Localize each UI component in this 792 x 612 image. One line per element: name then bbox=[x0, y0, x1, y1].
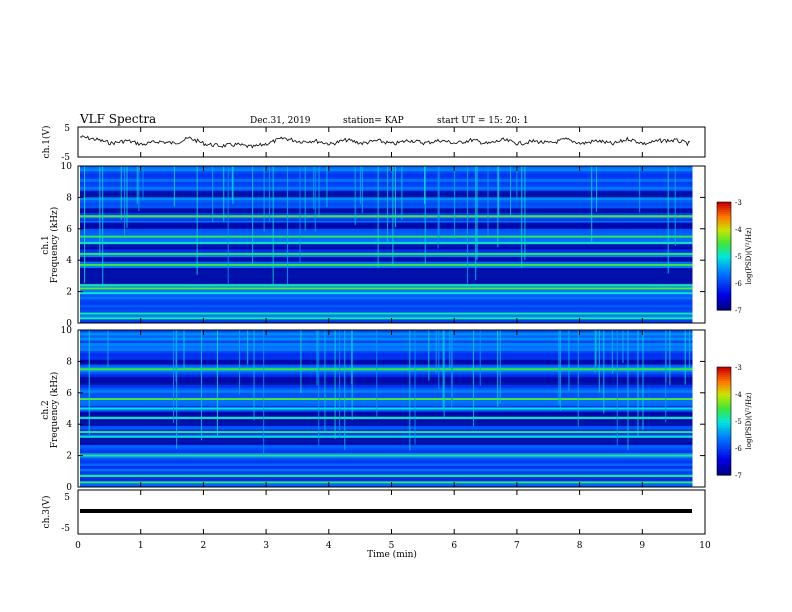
figure-title: VLF Spectra bbox=[79, 112, 156, 126]
colorbar-tick: -3 bbox=[735, 199, 742, 207]
xtick-label: 4 bbox=[326, 541, 332, 551]
xtick-label: 6 bbox=[451, 541, 457, 551]
ch1-spec-ylabel-channel: ch.1 bbox=[41, 235, 51, 254]
ch2-spectrogram-panel: 0 2 4 6 8 10 ch.2 Frequency (kHz) -3 -4 -5 -6 -7 l… bbox=[41, 326, 753, 493]
header-date: Dec.31, 2019 bbox=[250, 116, 311, 126]
xtick-label: 9 bbox=[639, 541, 645, 551]
colorbar-label: log(PSD)(V²/Hz) bbox=[745, 392, 753, 449]
header-start-time: start UT = 15: 20: 1 bbox=[437, 116, 529, 126]
ch2-spectrogram-image bbox=[80, 330, 693, 488]
xtick-label: 8 bbox=[577, 541, 583, 551]
ch3-waveform-panel: 5 -5 ch.3(V) bbox=[41, 489, 706, 535]
xtick-label: 1 bbox=[138, 541, 144, 551]
xtick-label: 3 bbox=[263, 541, 269, 551]
colorbar-tick: -7 bbox=[735, 307, 742, 315]
ch2-spec-ylabel-channel: ch.2 bbox=[41, 400, 51, 419]
ytick-label: 0 bbox=[66, 483, 72, 493]
ytick-label: 2 bbox=[66, 288, 72, 298]
ch1-ylabel: ch.1(V) bbox=[41, 126, 52, 159]
colorbar-tick: -4 bbox=[735, 391, 742, 399]
colorbar-tick: -5 bbox=[735, 253, 742, 261]
ytick-label: 10 bbox=[61, 162, 73, 172]
ch1-spectrogram-panel: 0 2 4 6 8 10 ch.1 Frequency (kHz) -3 -4 -5 -6 -7 l… bbox=[41, 162, 753, 329]
ytick-label: 4 bbox=[66, 256, 72, 266]
ch1-ytick-bottom: -5 bbox=[61, 153, 70, 163]
ytick-label: 4 bbox=[66, 420, 72, 430]
time-axis: 0 1 2 3 4 5 6 7 8 9 10 bbox=[75, 127, 711, 551]
ch1-waveform-line bbox=[79, 135, 691, 149]
ch3-ytick-bottom: -5 bbox=[61, 524, 70, 534]
ytick-label: 10 bbox=[61, 326, 73, 336]
ch1-spectrogram-image bbox=[80, 166, 693, 324]
xtick-label: 0 bbox=[75, 541, 81, 551]
ch1-spec-ylabel: Frequency (kHz) bbox=[49, 207, 60, 284]
ch1-colorbar: -3 -4 -5 -6 -7 log(PSD)(V²/Hz) bbox=[716, 199, 753, 315]
ch2-spec-ylabel: Frequency (kHz) bbox=[49, 372, 60, 449]
colorbar-tick: -5 bbox=[735, 418, 742, 426]
ch2-colorbar: -3 -4 -5 -6 -7 log(PSD)(V²/Hz) bbox=[716, 364, 753, 480]
ytick-label: 6 bbox=[66, 389, 72, 399]
ch3-ylabel: ch.3(V) bbox=[41, 496, 52, 529]
time-axis-label: Time (min) bbox=[367, 549, 417, 560]
colorbar-tick: -4 bbox=[735, 226, 742, 234]
ytick-label: 8 bbox=[66, 357, 72, 367]
colorbar-tick: -7 bbox=[735, 472, 742, 480]
colorbar-label: log(PSD)(V²/Hz) bbox=[745, 227, 753, 284]
ytick-label: 0 bbox=[66, 319, 72, 329]
xtick-label: 5 bbox=[389, 541, 395, 551]
ytick-label: 2 bbox=[66, 452, 72, 462]
colorbar-tick: -3 bbox=[735, 364, 742, 372]
ytick-label: 6 bbox=[66, 225, 72, 235]
colorbar-tick: -6 bbox=[735, 445, 742, 453]
ch3-ytick-top: 5 bbox=[64, 493, 70, 503]
colorbar-tick: -6 bbox=[735, 280, 742, 288]
header-station: station= KAP bbox=[343, 116, 404, 126]
xtick-label: 7 bbox=[514, 541, 520, 551]
ch1-ytick-top: 5 bbox=[64, 124, 70, 134]
xtick-label: 2 bbox=[201, 541, 207, 551]
xtick-label: 10 bbox=[699, 541, 711, 551]
ytick-label: 8 bbox=[66, 193, 72, 203]
